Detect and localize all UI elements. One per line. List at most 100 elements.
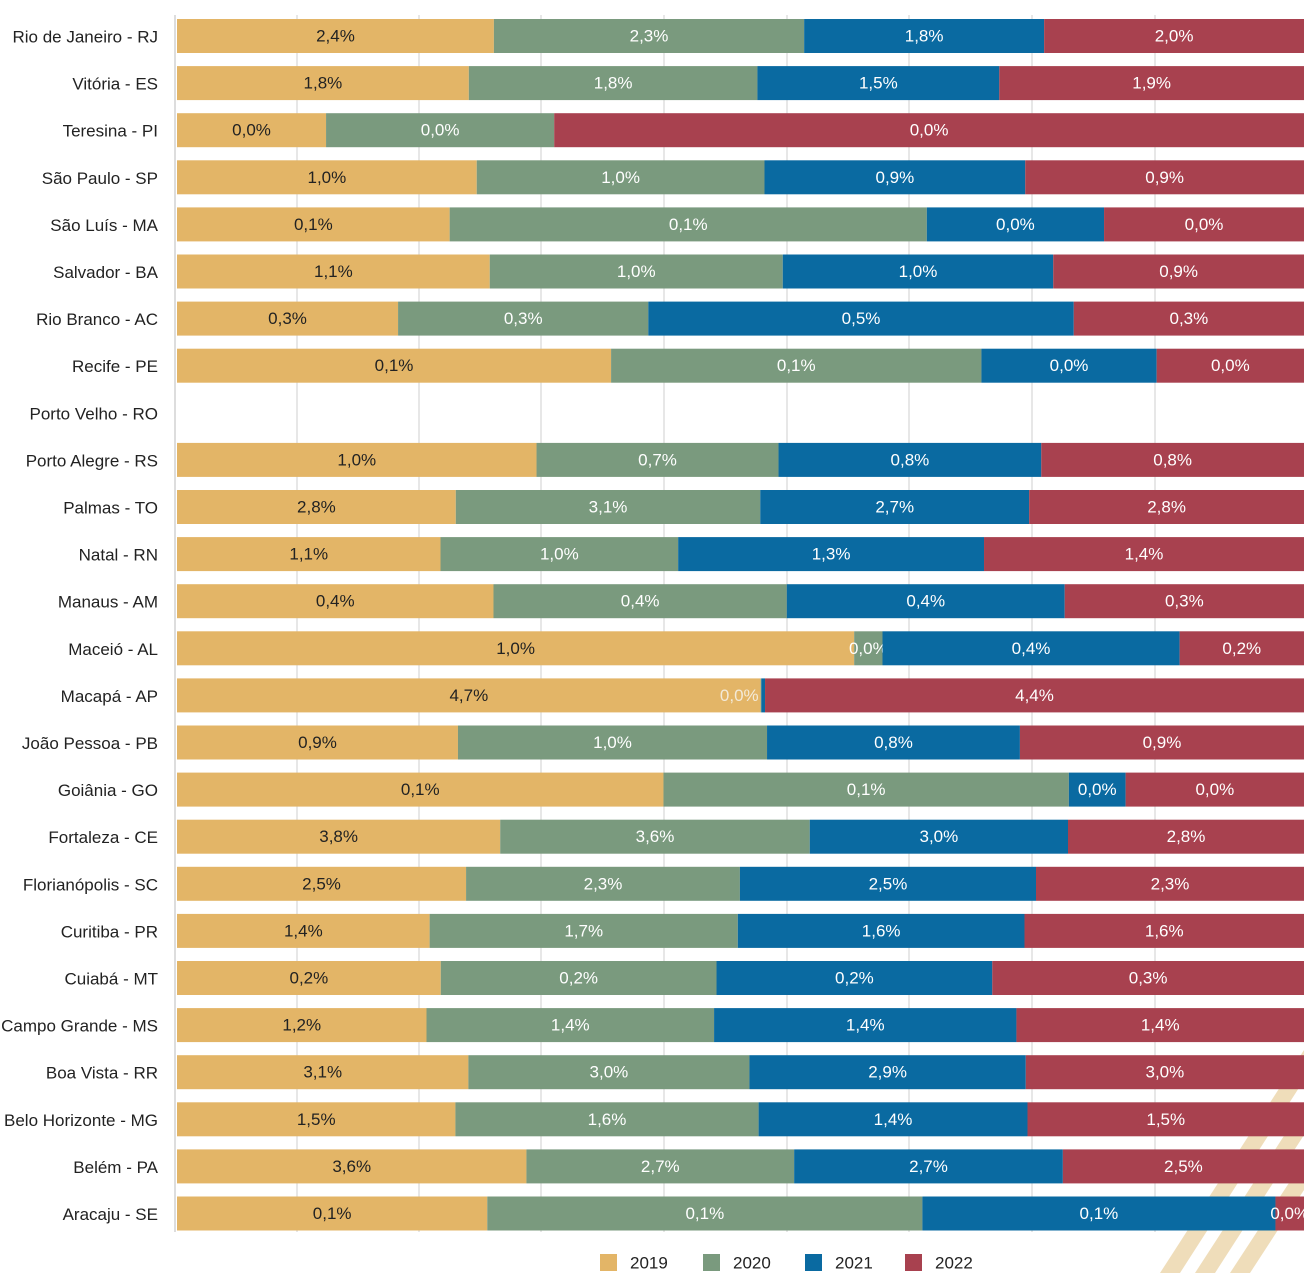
bar-segment — [493, 19, 805, 53]
bar-segment — [757, 66, 1000, 101]
bar-segment — [489, 254, 783, 289]
value-label: 2,8% — [1167, 827, 1206, 846]
value-label: 0,1% — [777, 356, 816, 375]
bar-segment — [767, 725, 1020, 760]
bar-segment — [981, 348, 1157, 383]
value-label: 1,0% — [899, 262, 938, 281]
value-label: 0,3% — [1165, 592, 1204, 611]
bar-segment — [1025, 160, 1304, 195]
value-label: 3,1% — [589, 497, 628, 516]
bar-segment — [761, 678, 766, 713]
value-label: 0,0% — [1270, 1204, 1304, 1223]
value-label: 1,4% — [284, 921, 323, 940]
value-label: 0,3% — [1170, 309, 1209, 328]
value-label: 1,4% — [874, 1110, 913, 1129]
category-label: Goiânia - GO — [58, 781, 158, 800]
bar-segment — [177, 207, 450, 242]
category-label: João Pessoa - PB — [22, 734, 158, 753]
bar-segment — [177, 254, 490, 289]
bar-segment — [177, 1196, 488, 1231]
value-label: 1,5% — [859, 74, 898, 93]
bar-segment — [177, 1055, 469, 1090]
bar-segment — [1016, 1008, 1304, 1043]
bar-segment — [177, 1102, 456, 1137]
value-label: 1,8% — [905, 26, 944, 45]
bar-segment — [177, 301, 399, 336]
value-label: 0,8% — [891, 450, 930, 469]
category-label: Florianópolis - SC — [23, 875, 158, 894]
bar-segment — [440, 961, 717, 995]
category-label: Campo Grande - MS — [1, 1017, 158, 1036]
category-label: Manaus - AM — [58, 593, 158, 612]
bar-segment — [778, 442, 1042, 477]
bar-segment — [1064, 584, 1304, 619]
value-label: 0,9% — [1145, 168, 1184, 187]
value-label: 3,6% — [332, 1157, 371, 1176]
legend-swatch — [905, 1254, 922, 1271]
bar-segment — [782, 254, 1054, 289]
bar-segment — [1036, 866, 1304, 901]
legend-swatch — [703, 1254, 720, 1271]
value-label: 0,1% — [375, 356, 414, 375]
category-label: Porto Velho - RO — [29, 404, 158, 423]
bar-segment — [992, 961, 1304, 995]
value-label: 0,0% — [232, 121, 271, 140]
bar-segment — [455, 1102, 759, 1137]
bar-segment — [764, 160, 1026, 195]
value-label: 3,0% — [920, 827, 959, 846]
value-label: 0,2% — [1222, 639, 1261, 658]
value-label: 0,0% — [1211, 356, 1250, 375]
value-label: 3,1% — [303, 1063, 342, 1082]
legend-swatch — [805, 1254, 822, 1271]
bar-segment — [804, 19, 1045, 53]
value-label: 1,8% — [304, 74, 343, 93]
bar-segment — [926, 207, 1105, 242]
legend-swatch — [600, 1254, 617, 1271]
bar-segment — [809, 819, 1068, 854]
value-label: 1,8% — [594, 74, 633, 93]
bar-segment — [177, 961, 441, 995]
value-label: 1,0% — [337, 450, 376, 469]
value-label: 0,9% — [875, 168, 914, 187]
value-label: 2,7% — [875, 497, 914, 516]
category-label: Rio de Janeiro - RJ — [12, 27, 158, 46]
bar-segment — [716, 961, 993, 995]
category-label: Belo Horizonte - MG — [4, 1111, 158, 1130]
bar-segment — [1027, 1102, 1304, 1137]
bar-segment — [466, 866, 740, 901]
value-label: 2,5% — [1164, 1157, 1203, 1176]
value-label: 1,6% — [862, 921, 901, 940]
value-label: 2,0% — [1155, 26, 1194, 45]
value-label: 0,9% — [1159, 262, 1198, 281]
bar-segment — [1025, 1055, 1304, 1090]
bar-segment — [177, 19, 494, 53]
bar-segment — [648, 301, 1074, 336]
bar-segment — [854, 631, 883, 666]
bar-segment — [476, 160, 765, 195]
value-label: 1,9% — [1132, 74, 1171, 93]
bar-segment — [749, 1055, 1026, 1090]
value-label: 1,5% — [1146, 1110, 1185, 1129]
category-label: Vitória - ES — [72, 75, 158, 94]
bar-segment — [1275, 1196, 1304, 1231]
value-label: 1,0% — [496, 639, 535, 658]
bar-segment — [177, 490, 456, 524]
value-label: 1,0% — [540, 545, 579, 564]
value-label: 1,6% — [588, 1110, 627, 1129]
value-label: 2,8% — [1147, 497, 1186, 516]
bar-segment — [714, 1008, 1017, 1043]
bar-segment — [449, 207, 927, 242]
bar-segment — [177, 160, 477, 195]
bar-segment — [1062, 1149, 1304, 1184]
value-label: 0,3% — [1129, 968, 1168, 987]
value-label: 1,4% — [1125, 545, 1164, 564]
bar-segment — [984, 537, 1304, 572]
value-label: 0,0% — [849, 639, 888, 658]
bar-segment — [554, 113, 1304, 148]
value-label: 0,9% — [298, 733, 337, 752]
value-label: 1,4% — [1141, 1016, 1180, 1035]
category-label: Maceió - AL — [68, 640, 158, 659]
value-label: 0,9% — [1143, 733, 1182, 752]
bar-segment — [526, 1149, 795, 1184]
category-label: Cuiabá - MT — [64, 969, 158, 988]
